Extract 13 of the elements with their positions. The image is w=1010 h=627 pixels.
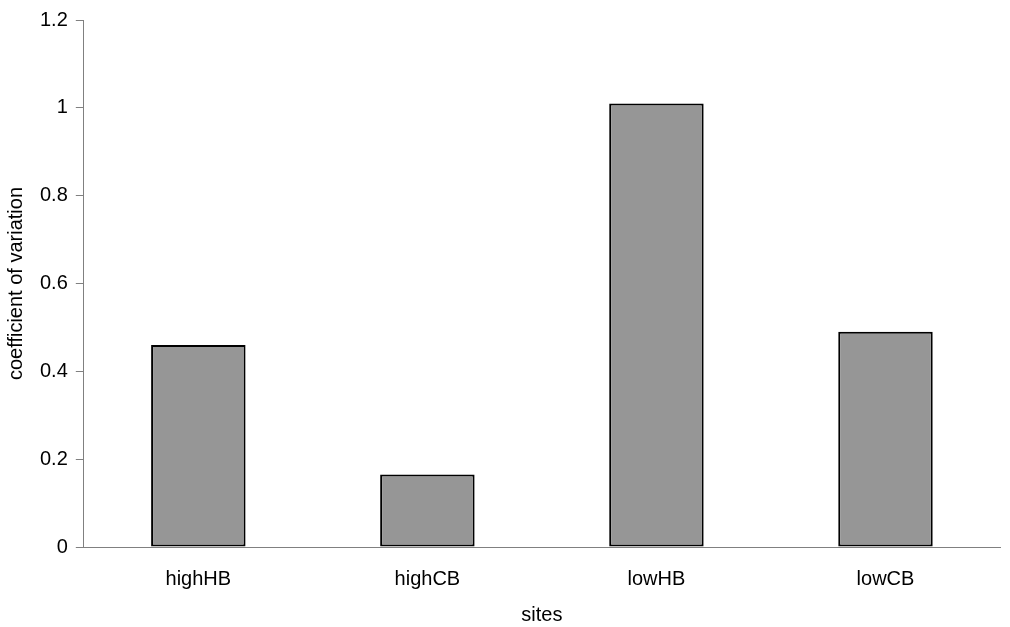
y-tick-label: 0.2 — [39, 446, 68, 469]
y-tick-label: 1.2 — [39, 7, 68, 30]
y-tick-label: 0.4 — [39, 358, 68, 381]
y-tick-label: 0.6 — [39, 271, 68, 294]
x-tick-label: highCB — [394, 566, 461, 589]
x-tick-label: lowHB — [627, 566, 686, 589]
y-tick-label: 1 — [56, 95, 68, 118]
x-axis-title: sites — [521, 602, 563, 625]
x-tick-label: highHB — [165, 566, 232, 589]
y-tick-label: 0.8 — [39, 183, 68, 206]
x-tick-label: lowCB — [856, 566, 915, 589]
y-axis-title: coefficient of variation — [3, 186, 26, 381]
y-tick-label: 0 — [56, 534, 68, 557]
